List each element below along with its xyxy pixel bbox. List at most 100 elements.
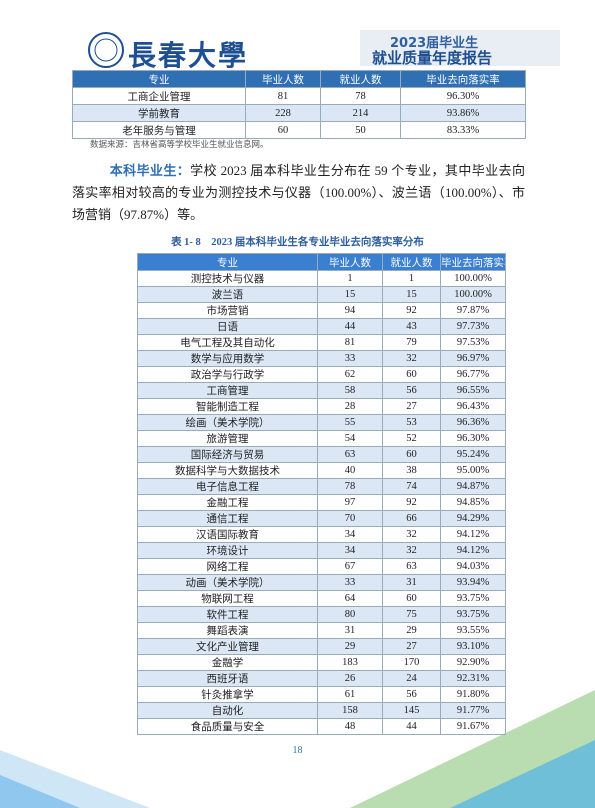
table-cell: 24 bbox=[382, 670, 441, 687]
table-cell: 96.30% bbox=[400, 87, 526, 105]
table-cell: 63 bbox=[382, 558, 441, 575]
table-cell: 汉语国际教育 bbox=[137, 526, 318, 543]
table-row: 旅游管理 54 52 96.30% bbox=[137, 430, 506, 447]
table-cell: 93.94% bbox=[440, 574, 506, 591]
table-cell: 物联网工程 bbox=[137, 590, 318, 607]
table-cell: 60 bbox=[382, 590, 441, 607]
table-cell: 31 bbox=[382, 574, 441, 591]
table-cell: 电气工程及其自动化 bbox=[137, 334, 318, 351]
header-cell: 专业 bbox=[137, 253, 318, 271]
table-cell: 74 bbox=[382, 478, 441, 495]
table-cell: 93.55% bbox=[440, 622, 506, 639]
table-cell: 54 bbox=[317, 430, 383, 447]
table-cell: 国际经济与贸易 bbox=[137, 446, 318, 463]
table-row: 学前教育 228 214 93.86% bbox=[72, 104, 526, 122]
table-cell: 97.87% bbox=[440, 302, 506, 319]
table-cell: 通信工程 bbox=[137, 510, 318, 527]
header-cell: 专业 bbox=[72, 70, 246, 88]
table-cell: 96.30% bbox=[440, 430, 506, 447]
table-cell: 27 bbox=[382, 398, 441, 415]
table-row: 软件工程 80 75 93.75% bbox=[137, 606, 506, 623]
table-cell: 金融工程 bbox=[137, 494, 318, 511]
table-cell: 政治学与行政学 bbox=[137, 366, 318, 383]
table-cell: 33 bbox=[317, 350, 383, 367]
table-cell: 31 bbox=[317, 622, 383, 639]
table-cell: 测控技术与仪器 bbox=[137, 270, 318, 287]
table-cell: 文化产业管理 bbox=[137, 638, 318, 655]
table-cell: 50 bbox=[320, 121, 401, 139]
table-cell: 1 bbox=[382, 270, 441, 287]
table-row: 智能制造工程 28 27 96.43% bbox=[137, 398, 506, 415]
table-cell: 93.10% bbox=[440, 638, 506, 655]
table-cell: 60 bbox=[382, 366, 441, 383]
table-cell: 1 bbox=[317, 270, 383, 287]
table-row: 食品质量与安全 48 44 91.67% bbox=[137, 718, 506, 735]
table-cell: 83.33% bbox=[400, 121, 526, 139]
table-cell: 工商管理 bbox=[137, 382, 318, 399]
table-row: 测控技术与仪器 1 1 100.00% bbox=[137, 270, 506, 287]
table-row: 物联网工程 64 60 93.75% bbox=[137, 590, 506, 607]
table-cell: 智能制造工程 bbox=[137, 398, 318, 415]
table-cell: 数学与应用数学 bbox=[137, 350, 318, 367]
table-cell: 228 bbox=[245, 104, 321, 122]
table-cell: 94.03% bbox=[440, 558, 506, 575]
logo-inner bbox=[94, 38, 118, 62]
table-cell: 92.90% bbox=[440, 654, 506, 671]
table-cell: 91.77% bbox=[440, 702, 506, 719]
table-cell: 214 bbox=[320, 104, 401, 122]
table-cell: 70 bbox=[317, 510, 383, 527]
table-cell: 旅游管理 bbox=[137, 430, 318, 447]
table-cell: 93.75% bbox=[440, 606, 506, 623]
paragraph-text: 学校 2023 届本科毕业生分布在 59 个专业，其中毕业去向落实率相对较高的专… bbox=[72, 163, 525, 222]
table-cell: 40 bbox=[317, 462, 383, 479]
table-cell: 44 bbox=[317, 318, 383, 335]
table-cell: 100.00% bbox=[440, 286, 506, 303]
table-cell: 15 bbox=[317, 286, 383, 303]
table-row: 波兰语 15 15 100.00% bbox=[137, 286, 506, 303]
table-cell: 170 bbox=[382, 654, 441, 671]
table-cell: 28 bbox=[317, 398, 383, 415]
corner-left-2 bbox=[0, 775, 80, 808]
table-cell: 34 bbox=[317, 526, 383, 543]
table-cell: 145 bbox=[382, 702, 441, 719]
table-row: 工商企业管理 81 78 96.30% bbox=[72, 87, 526, 105]
table-cell: 29 bbox=[382, 622, 441, 639]
banner-bottom: 就业质量年度报告 bbox=[372, 49, 493, 67]
table-cell: 老年服务与管理 bbox=[72, 121, 246, 139]
table-cell: 64 bbox=[317, 590, 383, 607]
table-cell: 26 bbox=[317, 670, 383, 687]
table-cell: 94.12% bbox=[440, 526, 506, 543]
table-cell: 97.73% bbox=[440, 318, 506, 335]
table-cell: 环境设计 bbox=[137, 542, 318, 559]
table-cell: 55 bbox=[317, 414, 383, 431]
table-caption: 表 1- 8 2023 届本科毕业生各专业毕业去向落实率分布 bbox=[171, 237, 424, 248]
table-cell: 100.00% bbox=[440, 270, 506, 287]
table-cell: 针灸推拿学 bbox=[137, 686, 318, 703]
table-cell: 网络工程 bbox=[137, 558, 318, 575]
paragraph: 本科毕业生：学校 2023 届本科毕业生分布在 59 个专业，其中毕业去向落实率… bbox=[72, 160, 525, 226]
table-cell: 92.31% bbox=[440, 670, 506, 687]
table-cell: 日语 bbox=[137, 318, 318, 335]
table-row: 网络工程 67 63 94.03% bbox=[137, 558, 506, 575]
top-table: 专业 毕业人数 就业人数 毕业去向落实率 工商企业管理 81 78 96.30% 学前教育 228… bbox=[72, 70, 526, 139]
table-cell: 48 bbox=[317, 718, 383, 735]
table-cell: 52 bbox=[382, 430, 441, 447]
table-row: 数学与应用数学 33 32 96.97% bbox=[137, 350, 506, 367]
table-cell: 95.24% bbox=[440, 446, 506, 463]
table-cell: 79 bbox=[382, 334, 441, 351]
table-row: 国际经济与贸易 63 60 95.24% bbox=[137, 446, 506, 463]
table-row: 市场营销 94 92 97.87% bbox=[137, 302, 506, 319]
header-cell: 毕业去向落实率 bbox=[400, 70, 526, 88]
table-cell: 工商企业管理 bbox=[72, 87, 246, 105]
table-row: 动画（美术学院） 33 31 93.94% bbox=[137, 574, 506, 591]
table-row: 金融工程 97 92 94.85% bbox=[137, 494, 506, 511]
corner-right-2 bbox=[450, 740, 595, 808]
table-cell: 96.43% bbox=[440, 398, 506, 415]
table-row: 汉语国际教育 34 32 94.12% bbox=[137, 526, 506, 543]
table-row: 通信工程 70 66 94.29% bbox=[137, 510, 506, 527]
school-name: 長春大學 bbox=[128, 41, 249, 72]
logo bbox=[88, 32, 124, 68]
table-cell: 32 bbox=[382, 542, 441, 559]
